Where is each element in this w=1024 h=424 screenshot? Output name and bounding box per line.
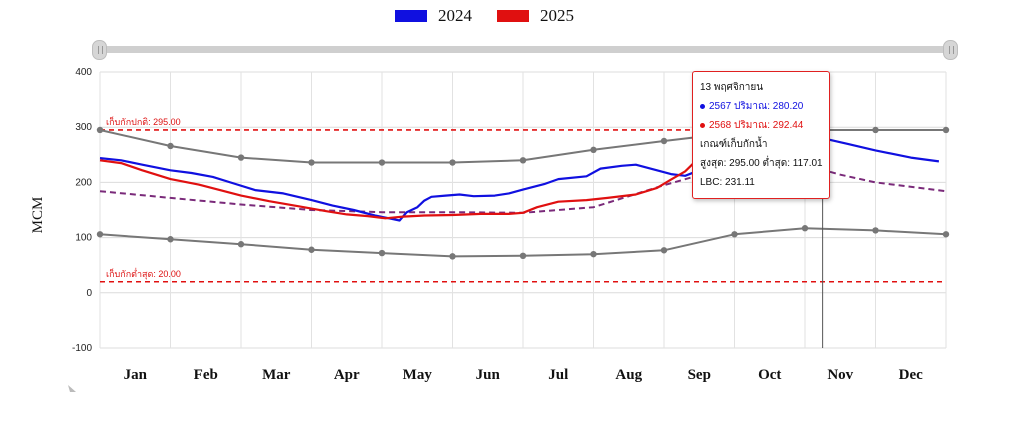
x-tick-label: Aug — [615, 367, 642, 383]
series-point — [519, 157, 527, 164]
series-point — [378, 159, 386, 166]
series-point — [167, 142, 174, 150]
series-point — [801, 225, 809, 232]
range-slider-track[interactable] — [100, 46, 950, 53]
tooltip-lbc: LBC: 231.11 — [700, 177, 755, 188]
y-tick-label: 100 — [75, 233, 92, 244]
legend-swatch-2024 — [395, 10, 427, 22]
x-tick-label: Dec — [899, 367, 923, 383]
series-point — [237, 154, 245, 161]
tooltip-2568-text: 2568 ปริมาณ: 292.44 — [709, 120, 804, 131]
series-point — [308, 159, 315, 166]
tooltip-criteria-values: สูงสุด: 295.00 ต่ำสุด: 117.01 — [700, 158, 823, 169]
y-tick-label: 300 — [75, 122, 92, 133]
range-slider-right-handle[interactable] — [943, 40, 958, 60]
series-point — [449, 253, 456, 260]
x-tick-label: Nov — [827, 367, 853, 383]
legend-label-2024: 2024 — [438, 6, 473, 25]
series-point — [660, 137, 668, 145]
series-point — [237, 241, 245, 248]
y-axis-ticks: 400 300 200 100 0 -100 — [72, 67, 92, 354]
x-axis-ticks: Jan Feb Mar Apr May Jun Jul Aug Sep Oct Nov Dec — [124, 367, 924, 383]
series-line-lbc — [99, 156, 947, 214]
series-point — [167, 236, 174, 243]
y-tick-label: 0 — [86, 288, 92, 299]
tooltip: 13 พฤศจิกายน 2567 ปริมาณ: 280.20 2568 ปร… — [692, 71, 830, 199]
legend[interactable]: 2024 2025 — [395, 6, 574, 25]
series-point — [942, 126, 950, 134]
series-point — [449, 159, 456, 166]
y-tick-label: -100 — [72, 343, 92, 354]
reference-line-label: เก็บกักต่ำสุด: 20.00 — [106, 267, 181, 280]
tooltip-criteria-title: เกณฑ์เก็บกักน้ำ — [700, 139, 768, 150]
x-tick-label: Feb — [194, 367, 218, 383]
x-tick-label: Sep — [688, 367, 711, 383]
x-tick-label: Jun — [476, 367, 501, 383]
series-point — [519, 252, 527, 260]
tooltip-row-2567: 2567 ปริมาณ: 280.20 — [700, 97, 822, 116]
x-tick-label: Jul — [548, 367, 568, 383]
range-slider-left-handle[interactable] — [92, 40, 107, 60]
x-tick-label: Oct — [758, 367, 781, 383]
x-tick-label: Mar — [262, 367, 291, 383]
series-point — [96, 231, 104, 238]
y-axis-title: MCM — [30, 197, 46, 234]
tooltip-date: 13 พฤศจิกายน — [700, 82, 764, 93]
tooltip-2567-text: 2567 ปริมาณ: 280.20 — [709, 101, 804, 112]
x-tick-label: May — [403, 367, 433, 383]
y-tick-label: 400 — [75, 67, 92, 78]
reference-line-label: เก็บกักปกติ: 295.00 — [106, 115, 181, 127]
series-point — [308, 246, 315, 253]
tooltip-row-2568: 2568 ปริมาณ: 292.44 — [700, 116, 822, 135]
cursor-icon — [68, 385, 76, 392]
series-point — [872, 227, 879, 234]
legend-swatch-2025 — [497, 10, 529, 22]
grid — [99, 71, 947, 349]
x-tick-label: Apr — [334, 367, 360, 383]
y-tick-label: 200 — [75, 177, 92, 188]
legend-label-2025: 2025 — [540, 6, 574, 25]
series-point — [590, 250, 597, 258]
range-slider[interactable] — [92, 40, 958, 60]
series-point — [590, 146, 597, 154]
series-point — [942, 231, 950, 238]
series-point — [660, 247, 668, 254]
x-tick-label: Jan — [124, 367, 148, 383]
series-point — [731, 231, 738, 238]
dot-icon — [700, 122, 705, 128]
dot-icon — [700, 103, 705, 109]
series-point — [872, 126, 879, 134]
series-point — [378, 249, 386, 257]
series-point — [96, 126, 104, 134]
